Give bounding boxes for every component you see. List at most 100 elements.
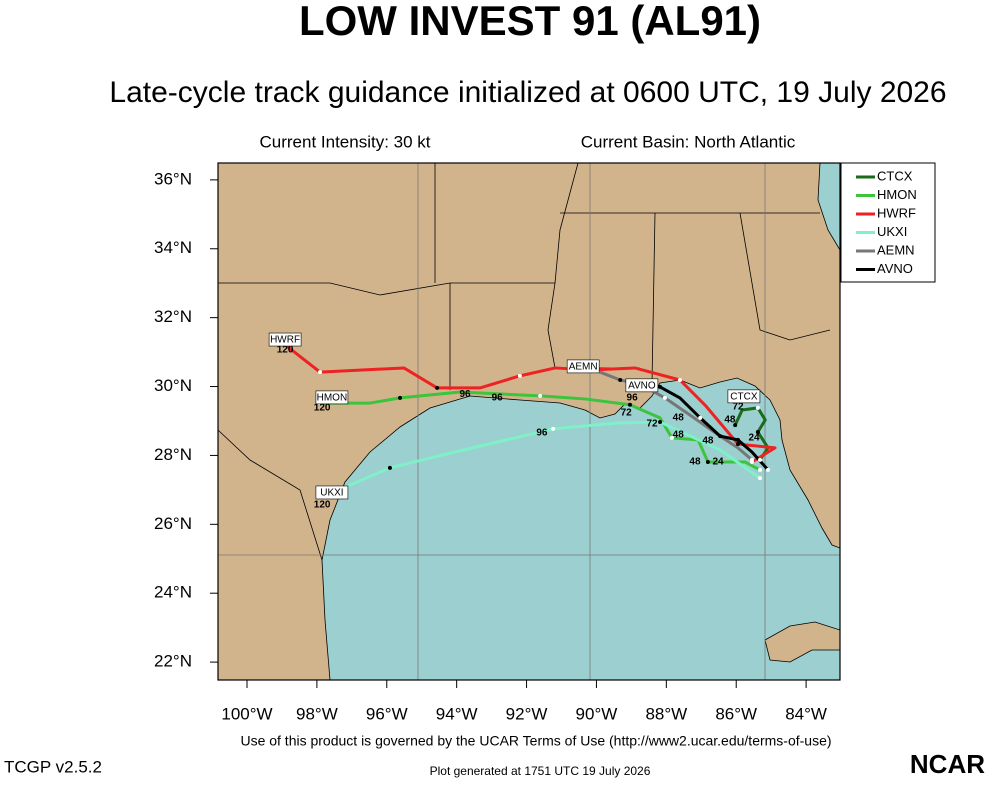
- track-point: [318, 370, 323, 375]
- y-tick-label: 32°N: [154, 307, 192, 326]
- track-point: [517, 373, 522, 378]
- y-tick-label: 22°N: [154, 652, 192, 671]
- track-point: [627, 402, 632, 407]
- x-tick-label: 98°W: [296, 704, 338, 723]
- legend-label: AEMN: [877, 242, 915, 257]
- border: [554, 162, 579, 284]
- model-label: AVNO: [628, 380, 656, 391]
- legend-label: CTCX: [877, 168, 913, 183]
- x-tick-label: 94°W: [436, 704, 478, 723]
- hour-label: 48: [724, 415, 736, 426]
- hour-label: 96: [492, 393, 504, 404]
- borders: [217, 162, 831, 561]
- hour-label: 120: [314, 403, 331, 414]
- y-tick-label: 36°N: [154, 169, 192, 188]
- hour-label: 96: [459, 389, 471, 400]
- hour-label: 72: [732, 402, 744, 413]
- border: [218, 282, 451, 296]
- model-label-box: [625, 378, 659, 393]
- track-point: [435, 385, 440, 390]
- track-point: [398, 395, 403, 400]
- footer: Use of this product is governed by the U…: [240, 733, 831, 749]
- track-point: [766, 467, 771, 472]
- version: TCGP v2.5.2: [4, 757, 102, 776]
- x-tick-label: 96°W: [366, 704, 408, 723]
- track-point: [662, 395, 667, 400]
- legend-label: AVNO: [877, 261, 913, 276]
- model-label: UKXI: [320, 488, 343, 499]
- chart-title: LOW INVEST 91 (AL91): [299, 0, 761, 44]
- track-point: [757, 476, 762, 481]
- track: [321, 420, 761, 499]
- model-label: CTCX: [730, 392, 758, 403]
- track-point: [698, 415, 703, 420]
- track-point: [733, 423, 738, 428]
- hour-label: 48: [702, 436, 714, 447]
- info-intensity: Current Intensity: 30 kt: [259, 132, 430, 151]
- track-point: [735, 437, 740, 442]
- model-label-box: [566, 359, 600, 374]
- track-point: [677, 377, 682, 382]
- track-point: [538, 393, 543, 398]
- track-point: [669, 435, 674, 440]
- hour-label: 120: [277, 344, 294, 355]
- track: [639, 383, 770, 471]
- model-label-box: [268, 332, 302, 347]
- model-label: AEMN: [569, 362, 598, 373]
- track: [599, 370, 753, 462]
- x-tick-label: 90°W: [576, 704, 618, 723]
- track-point: [387, 465, 392, 470]
- generated: Plot generated at 1751 UTC 19 July 2026: [430, 764, 651, 778]
- hour-label: 48: [673, 430, 685, 441]
- legend-label: HWRF: [877, 205, 916, 220]
- x-tick-label: 92°W: [506, 704, 548, 723]
- x-tick-label: 84°W: [785, 704, 827, 723]
- x-tick-label: 86°W: [715, 704, 757, 723]
- model-label-box: [315, 390, 349, 405]
- legend-label: HMON: [877, 187, 917, 202]
- track-point: [757, 457, 762, 462]
- hour-label: 48: [689, 457, 701, 468]
- hour-label: 96: [627, 393, 639, 404]
- hour-label: 72: [646, 419, 658, 430]
- hour-label: 96: [536, 428, 548, 439]
- model-label-box: [727, 389, 761, 404]
- legend-label: UKXI: [877, 224, 907, 239]
- hour-label: 72: [621, 408, 633, 419]
- y-tick-label: 24°N: [154, 583, 192, 602]
- track-point: [658, 420, 663, 425]
- basemap: [217, 162, 841, 681]
- chart-subtitle: Late-cycle track guidance initialized at…: [109, 76, 946, 109]
- track-point: [755, 405, 760, 410]
- hour-label: 24: [712, 457, 724, 468]
- border: [217, 429, 323, 561]
- model-label: HWRF: [270, 335, 300, 346]
- track-point: [551, 426, 556, 431]
- track-point: [749, 457, 754, 462]
- hour-label: 120: [314, 500, 331, 511]
- info-basin: Current Basin: North Atlantic: [581, 132, 796, 151]
- track-point: [757, 467, 762, 472]
- model-label-box: [315, 485, 349, 500]
- track-point: [718, 434, 723, 439]
- track-point: [755, 430, 760, 435]
- border: [739, 212, 831, 341]
- y-tick-label: 34°N: [154, 238, 192, 257]
- legend-box: [840, 162, 936, 283]
- y-tick-label: 30°N: [154, 376, 192, 395]
- logo: NCAR: [910, 749, 985, 779]
- hour-label: 24: [748, 433, 760, 444]
- map-frame: [217, 162, 841, 681]
- y-tick-label: 28°N: [154, 445, 192, 464]
- track-point: [618, 377, 623, 382]
- track-point: [735, 442, 740, 447]
- x-tick-label: 88°W: [645, 704, 687, 723]
- track-point: [658, 384, 663, 389]
- model-label: HMON: [317, 393, 348, 404]
- y-tick-label: 26°N: [154, 514, 192, 533]
- border: [651, 212, 656, 384]
- x-tick-label: 100°W: [221, 704, 272, 723]
